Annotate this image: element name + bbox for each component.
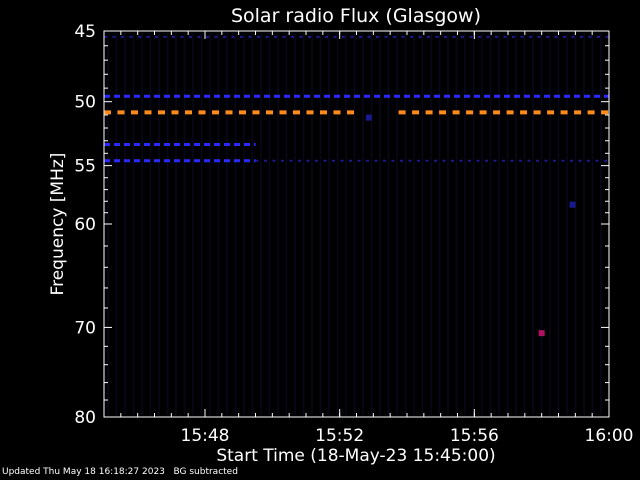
x-tick-label: 15:52 [315, 426, 364, 446]
y-tick-label: 80 [74, 408, 96, 428]
x-axis-label: Start Time (18-May-23 15:45:00) [216, 446, 495, 466]
y-tick-label: 50 [74, 93, 96, 113]
updated-timestamp: Updated Thu May 18 16:18:27 2023 [2, 467, 165, 477]
x-tick-label: 15:48 [181, 426, 230, 446]
y-tick-label: 45 [74, 22, 96, 42]
y-axis-label: Frequency [MHz] [48, 153, 68, 296]
bg-subtracted-note: BG subtracted [173, 467, 238, 477]
hotspot-0 [538, 330, 545, 337]
x-axis: 15:48 15:52 15:56 16:00 [120, 31, 634, 446]
chart-title: Solar radio Flux (Glasgow) [231, 5, 481, 27]
hotspot-1 [365, 114, 372, 121]
y-axis: 45 50 55 60 70 80 [74, 22, 609, 428]
y-tick-label: 70 [74, 318, 96, 338]
footer: Updated Thu May 18 16:18:27 2023 BG subt… [2, 467, 238, 477]
x-tick-label: 16:00 [585, 426, 634, 446]
hotspot-2 [569, 201, 576, 208]
y-tick-label: 60 [74, 215, 96, 235]
plot-area [103, 30, 610, 418]
y-tick-label: 55 [74, 157, 96, 177]
x-tick-label: 15:56 [450, 426, 499, 446]
